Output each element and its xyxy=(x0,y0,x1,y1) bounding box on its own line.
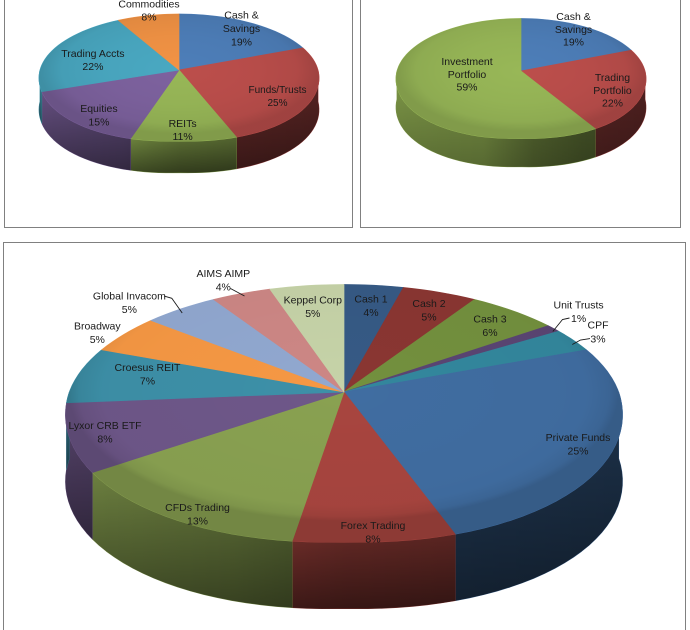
svg-text:5%: 5% xyxy=(90,334,105,346)
svg-text:5%: 5% xyxy=(122,304,137,316)
svg-text:Cash &: Cash & xyxy=(556,11,590,23)
svg-text:7%: 7% xyxy=(140,376,155,388)
svg-text:8%: 8% xyxy=(365,534,380,546)
svg-text:Savings: Savings xyxy=(555,24,592,36)
svg-text:Cash 3: Cash 3 xyxy=(473,313,506,325)
svg-text:19%: 19% xyxy=(231,37,252,49)
svg-text:Savings: Savings xyxy=(223,23,260,35)
svg-text:Cash 1: Cash 1 xyxy=(354,294,387,306)
svg-text:59%: 59% xyxy=(456,82,477,94)
svg-text:15%: 15% xyxy=(88,116,109,128)
svg-text:Cash 2: Cash 2 xyxy=(412,298,445,310)
svg-text:Global Invacom: Global Invacom xyxy=(93,291,166,303)
svg-text:CFDs Trading: CFDs Trading xyxy=(165,502,230,514)
svg-text:REITs: REITs xyxy=(169,118,197,130)
svg-text:25%: 25% xyxy=(267,98,287,109)
svg-text:5%: 5% xyxy=(421,312,436,324)
svg-text:22%: 22% xyxy=(82,61,103,73)
svg-text:Forex Trading: Forex Trading xyxy=(341,520,406,532)
svg-text:Cash &: Cash & xyxy=(224,10,258,22)
svg-text:Trading Accts: Trading Accts xyxy=(61,48,124,60)
svg-text:3%: 3% xyxy=(590,334,605,346)
svg-text:22%: 22% xyxy=(602,98,623,110)
svg-text:8%: 8% xyxy=(141,11,156,23)
svg-text:Croesus REIT: Croesus REIT xyxy=(115,362,182,374)
svg-text:25%: 25% xyxy=(567,446,588,458)
svg-text:5%: 5% xyxy=(305,308,320,320)
svg-text:Broadway: Broadway xyxy=(74,321,121,333)
svg-text:Unit Trusts: Unit Trusts xyxy=(554,300,604,312)
svg-text:13%: 13% xyxy=(187,516,208,528)
svg-text:8%: 8% xyxy=(97,434,112,446)
svg-text:AIMS AIMP: AIMS AIMP xyxy=(196,268,250,280)
svg-text:Investment: Investment xyxy=(441,56,492,68)
svg-text:4%: 4% xyxy=(363,307,378,319)
svg-text:11%: 11% xyxy=(172,131,192,143)
svg-text:6%: 6% xyxy=(482,327,497,339)
svg-text:Portfolio: Portfolio xyxy=(593,85,632,97)
svg-text:Commodities: Commodities xyxy=(118,0,179,10)
svg-text:19%: 19% xyxy=(563,37,584,49)
svg-text:CPF: CPF xyxy=(588,319,609,331)
svg-text:1%: 1% xyxy=(571,313,586,325)
svg-text:Trading: Trading xyxy=(595,72,630,84)
svg-text:Equities: Equities xyxy=(80,103,117,115)
svg-text:Private Funds: Private Funds xyxy=(546,432,611,444)
svg-text:Keppel Corp: Keppel Corp xyxy=(284,295,343,307)
svg-text:Portfolio: Portfolio xyxy=(448,69,487,81)
svg-text:Lyxor CRB ETF: Lyxor CRB ETF xyxy=(68,420,141,432)
svg-text:4%: 4% xyxy=(216,281,231,293)
svg-text:Funds/Trusts: Funds/Trusts xyxy=(249,85,307,96)
